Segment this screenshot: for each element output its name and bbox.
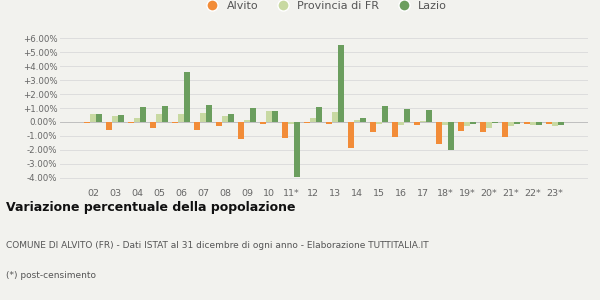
Bar <box>442 122 448 125</box>
Bar <box>222 116 228 122</box>
Bar <box>545 122 551 124</box>
Bar <box>206 105 212 122</box>
Bar <box>508 122 514 126</box>
Bar <box>118 115 124 122</box>
Bar <box>216 122 222 126</box>
Bar <box>370 122 376 132</box>
Text: Variazione percentuale della popolazione: Variazione percentuale della popolazione <box>6 202 296 214</box>
Bar <box>304 122 310 123</box>
Bar <box>316 107 322 122</box>
Bar <box>436 122 442 143</box>
Bar <box>200 113 206 122</box>
Bar <box>90 114 97 122</box>
Bar <box>551 122 558 126</box>
Bar <box>272 111 278 122</box>
Bar <box>112 116 118 122</box>
Bar <box>228 114 235 122</box>
Bar <box>448 122 454 151</box>
Bar <box>458 122 464 131</box>
Bar <box>150 122 156 128</box>
Bar <box>479 122 486 132</box>
Bar <box>486 122 492 128</box>
Bar <box>244 120 250 122</box>
Bar <box>426 110 432 122</box>
Bar <box>97 114 103 122</box>
Bar <box>172 122 178 123</box>
Bar <box>470 122 476 124</box>
Bar <box>360 118 366 122</box>
Bar <box>420 121 426 122</box>
Bar <box>134 118 140 122</box>
Bar <box>536 122 542 125</box>
Bar <box>382 106 388 122</box>
Bar <box>398 122 404 125</box>
Bar <box>338 45 344 122</box>
Bar <box>413 122 420 125</box>
Bar <box>128 122 134 123</box>
Bar <box>558 122 564 125</box>
Bar <box>260 122 266 124</box>
Bar <box>464 122 470 126</box>
Bar <box>294 122 300 177</box>
Bar <box>156 114 162 122</box>
Bar <box>84 122 90 123</box>
Bar <box>326 122 332 124</box>
Bar <box>266 111 272 122</box>
Bar <box>140 106 146 122</box>
Text: (*) post-censimento: (*) post-censimento <box>6 271 96 280</box>
Bar <box>250 108 256 122</box>
Bar <box>194 122 200 130</box>
Bar <box>178 114 184 122</box>
Bar <box>348 122 354 148</box>
Bar <box>184 73 190 122</box>
Bar <box>332 112 338 122</box>
Bar <box>492 122 498 123</box>
Bar <box>502 122 508 136</box>
Bar <box>162 106 169 122</box>
Bar <box>392 122 398 137</box>
Bar <box>106 122 112 130</box>
Bar <box>376 122 382 124</box>
Legend: Alvito, Provincia di FR, Lazio: Alvito, Provincia di FR, Lazio <box>201 1 447 11</box>
Bar <box>354 120 360 122</box>
Bar <box>238 122 244 139</box>
Bar <box>288 122 294 124</box>
Bar <box>404 109 410 122</box>
Bar <box>530 122 536 125</box>
Text: COMUNE DI ALVITO (FR) - Dati ISTAT al 31 dicembre di ogni anno - Elaborazione TU: COMUNE DI ALVITO (FR) - Dati ISTAT al 31… <box>6 241 428 250</box>
Bar <box>282 122 288 138</box>
Bar <box>310 118 316 122</box>
Bar <box>514 122 520 124</box>
Bar <box>524 122 530 124</box>
